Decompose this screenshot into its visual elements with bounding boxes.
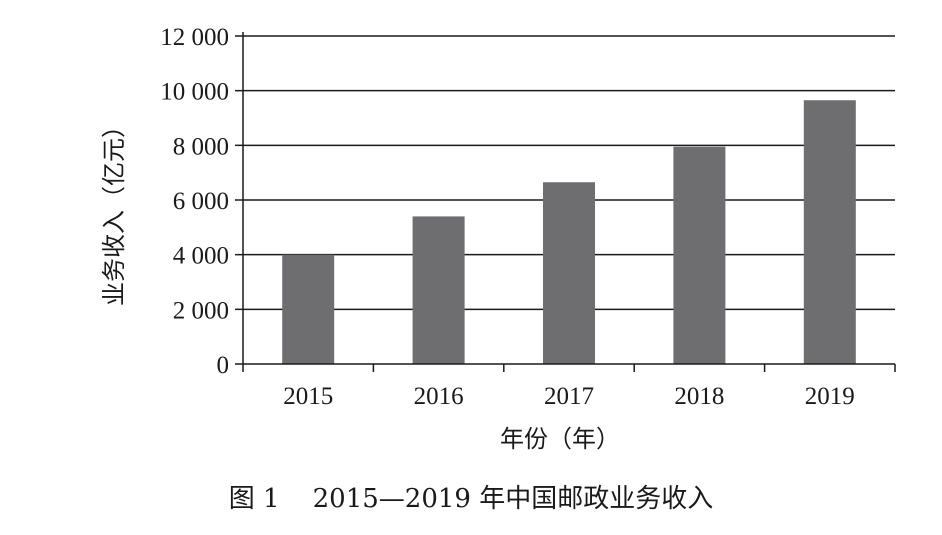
y-tick-label: 0 bbox=[217, 352, 230, 379]
bars bbox=[282, 100, 856, 364]
figure-caption-label: 图 1 bbox=[228, 484, 280, 514]
y-tick-label: 4 000 bbox=[173, 243, 229, 270]
bar-2015 bbox=[282, 254, 335, 364]
x-tick-label: 2016 bbox=[414, 383, 464, 410]
axes bbox=[235, 32, 896, 372]
bar-2016 bbox=[412, 216, 465, 364]
x-tick-label: 2018 bbox=[674, 383, 724, 410]
y-tick-labels: 0 2 000 4 000 6 000 8 000 10 000 12 000 bbox=[160, 24, 229, 379]
x-tick-label: 2015 bbox=[283, 383, 333, 410]
y-tick-label: 10 000 bbox=[160, 79, 229, 106]
figure-caption: 图 1 2015—2019 年中国邮政业务收入 bbox=[0, 478, 942, 515]
x-axis-title: 年份（年） bbox=[500, 425, 620, 453]
bar-2017 bbox=[543, 182, 595, 364]
y-tick-label: 6 000 bbox=[173, 188, 229, 215]
x-tick-label: 2017 bbox=[544, 383, 594, 410]
figure-caption-text: 2015—2019 年中国邮政业务收入 bbox=[312, 484, 714, 514]
y-tick-label: 8 000 bbox=[173, 133, 229, 160]
bar-2019 bbox=[803, 100, 856, 364]
y-tick-label: 2 000 bbox=[173, 297, 229, 324]
y-tick-label: 12 000 bbox=[160, 24, 229, 51]
x-tick-label: 2019 bbox=[805, 383, 855, 410]
x-tick-labels: 2015 2016 2017 2018 2019 bbox=[283, 383, 855, 410]
bar-2018 bbox=[673, 146, 726, 364]
y-axis-title: 业务收入（亿元） bbox=[100, 114, 128, 306]
